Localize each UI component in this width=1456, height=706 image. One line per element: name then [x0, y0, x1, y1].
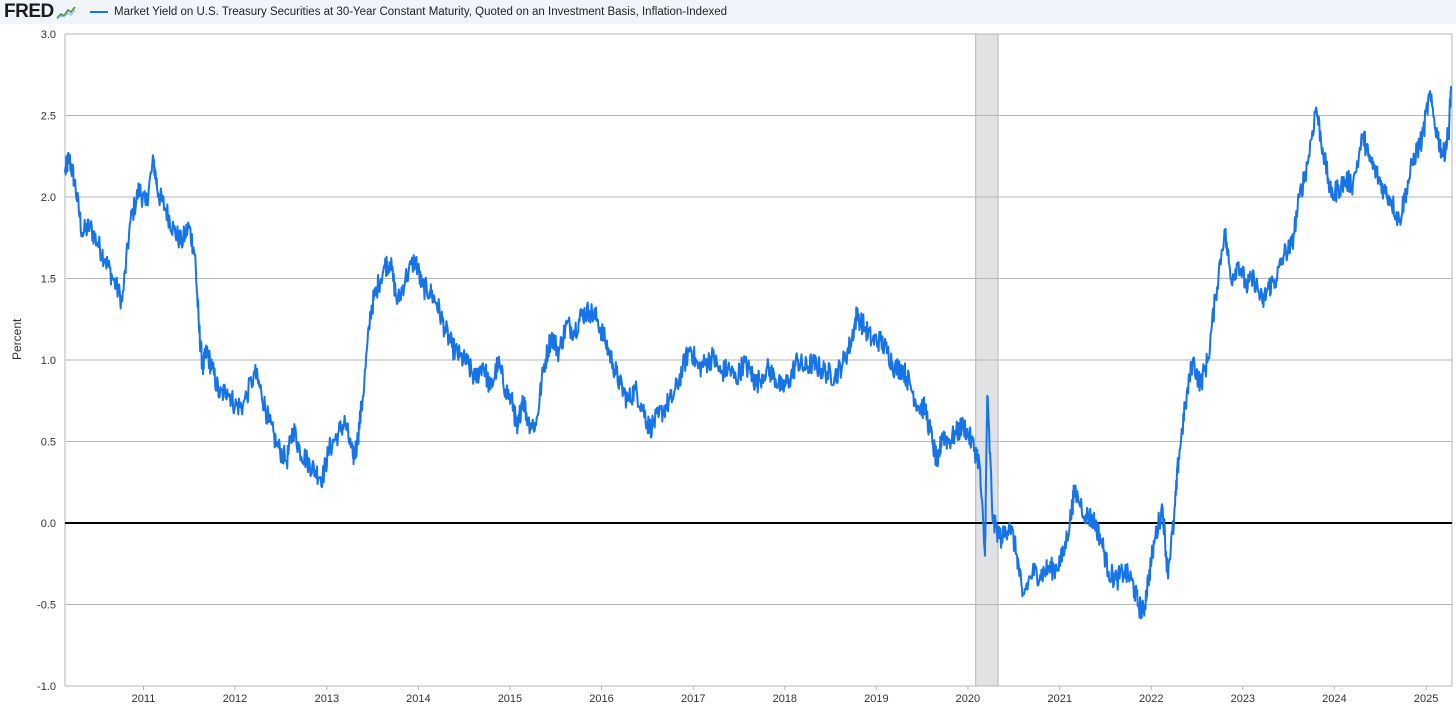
x-tick-label: 2020 — [956, 693, 980, 705]
fred-logo[interactable]: FRED — [4, 1, 76, 23]
y-tick-label: -1.0 — [37, 681, 56, 693]
y-tick-label: 1.5 — [41, 274, 56, 286]
chart-legend[interactable]: Market Yield on U.S. Treasury Securities… — [90, 4, 727, 20]
x-tick-label: 2013 — [315, 693, 339, 705]
legend-swatch — [90, 11, 108, 13]
y-tick-label: 2.5 — [41, 111, 56, 123]
y-tick-label: 3.0 — [41, 29, 56, 41]
y-axis-label: Percent — [10, 318, 24, 360]
x-tick-label: 2014 — [406, 693, 430, 705]
x-tick-label: 2017 — [681, 693, 705, 705]
y-tick-label: -0.5 — [37, 600, 56, 612]
legend-series-label: Market Yield on U.S. Treasury Securities… — [114, 6, 728, 18]
x-tick-label: 2023 — [1231, 693, 1255, 705]
x-tick-label: 2012 — [223, 693, 247, 705]
series-line[interactable] — [64, 86, 1452, 620]
y-tick-label: 0.0 — [41, 518, 56, 530]
y-tick-label: 0.5 — [41, 437, 56, 449]
x-tick-label: 2022 — [1139, 693, 1163, 705]
x-tick-label: 2018 — [773, 693, 797, 705]
y-tick-label: 2.0 — [41, 192, 56, 204]
x-tick-label: 2021 — [1047, 693, 1071, 705]
x-tick-label: 2024 — [1322, 693, 1346, 705]
fred-logo-text: FRED — [4, 1, 54, 22]
x-tick-label: 2016 — [589, 693, 613, 705]
fred-chart-icon — [56, 6, 76, 20]
x-tick-label: 2019 — [864, 693, 888, 705]
chart-header: FRED Market Yield on U.S. Treasury Secur… — [0, 0, 1456, 24]
grid-lines — [64, 33, 1453, 687]
x-tick-label: 2015 — [498, 693, 522, 705]
x-tick-label: 2011 — [132, 693, 156, 705]
y-tick-label: 1.0 — [41, 355, 56, 367]
x-tick-label: 2025 — [1414, 693, 1438, 705]
x-axis: 2011 2012 2013 2014 2015 2016 2017 2018 2019 2020… — [132, 686, 1438, 705]
y-axis: -1.0 -0.5 0.0 0.5 1.0 1.5 2.0 2.5 3.0 — [37, 29, 56, 693]
